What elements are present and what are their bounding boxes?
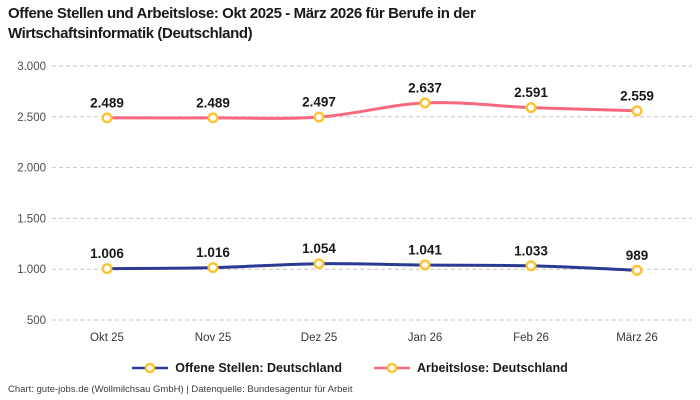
data-point-marker bbox=[101, 112, 113, 124]
data-point-label: 1.054 bbox=[302, 241, 336, 256]
y-axis-tick-label: 3.000 bbox=[17, 61, 46, 73]
legend-ring bbox=[144, 362, 156, 374]
legend-marker-icon bbox=[132, 362, 169, 374]
data-point-label: 2.497 bbox=[302, 95, 336, 110]
data-point-label: 989 bbox=[626, 248, 649, 263]
series-line bbox=[105, 262, 639, 272]
x-axis-label: Dez 25 bbox=[301, 332, 337, 344]
data-point-label: 1.016 bbox=[196, 245, 230, 260]
data-point-label: 2.591 bbox=[514, 85, 548, 100]
x-axis-label: Nov 25 bbox=[195, 332, 231, 344]
data-point-marker bbox=[525, 260, 537, 272]
legend-ring bbox=[386, 362, 398, 374]
legend-label: Offene Stellen: Deutschland bbox=[175, 361, 342, 375]
data-point-marker bbox=[313, 111, 325, 123]
x-axis-label: Feb 26 bbox=[513, 332, 549, 344]
data-point-label: 1.041 bbox=[408, 243, 442, 258]
data-point-label: 2.489 bbox=[90, 95, 124, 110]
chart-legend: Offene Stellen: Deutschland Arbeitslose: … bbox=[0, 361, 700, 375]
data-point-marker bbox=[101, 263, 113, 275]
data-point-marker bbox=[631, 105, 643, 117]
x-axis-label: Jan 26 bbox=[408, 332, 443, 344]
legend-item: Offene Stellen: Deutschland bbox=[132, 361, 342, 375]
data-point-marker bbox=[313, 258, 325, 270]
data-point-marker bbox=[631, 264, 643, 276]
data-point-marker bbox=[419, 97, 431, 109]
y-axis-tick-label: 2.500 bbox=[17, 112, 46, 124]
data-point-label: 2.489 bbox=[196, 95, 230, 110]
series-line bbox=[105, 101, 639, 120]
x-axis-label: Okt 25 bbox=[90, 332, 124, 344]
data-point-label: 2.559 bbox=[620, 88, 654, 103]
y-axis-tick-label: 1.500 bbox=[17, 213, 46, 225]
legend-label: Arbeitslose: Deutschland bbox=[416, 361, 568, 375]
data-point-label: 1.006 bbox=[90, 246, 124, 261]
data-point-marker bbox=[525, 102, 537, 114]
chart-title: Offene Stellen und Arbeitslose: Okt 2025… bbox=[8, 4, 476, 44]
data-point-label: 2.637 bbox=[408, 80, 442, 95]
y-axis-tick-label: 1.000 bbox=[17, 264, 46, 276]
legend-item: Arbeitslose: Deutschland bbox=[373, 361, 568, 375]
data-point-label: 1.033 bbox=[514, 243, 548, 258]
chart-footer: Chart: gute-jobs.de (Wollmilchsau GmbH) … bbox=[8, 384, 353, 395]
data-point-marker bbox=[207, 112, 219, 124]
chart-title-line1: Offene Stellen und Arbeitslose: Okt 2025… bbox=[8, 5, 476, 22]
y-axis-tick-label: 500 bbox=[27, 315, 46, 327]
data-point-marker bbox=[419, 259, 431, 271]
chart-title-line2: Wirtschaftsinformatik (Deutschland) bbox=[8, 25, 253, 42]
line-chart: 500 1.000 1.500 2.000 2.500 3.000 Okt 25 Nov 25… bbox=[17, 61, 692, 344]
data-point-marker bbox=[207, 262, 219, 274]
legend-marker-icon bbox=[373, 362, 410, 374]
y-axis-tick-label: 2.000 bbox=[17, 163, 46, 175]
x-axis-label: März 26 bbox=[616, 332, 658, 344]
